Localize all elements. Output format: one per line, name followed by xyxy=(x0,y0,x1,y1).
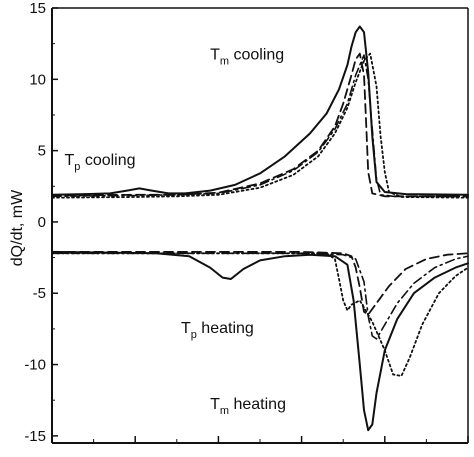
series-line-2-dashed xyxy=(51,52,469,198)
y-axis-title: dQ/dt, mW xyxy=(9,189,26,266)
series-line-5-solid xyxy=(51,250,469,432)
y-tick-label: 10 xyxy=(29,71,46,88)
series-line-4-dotted xyxy=(51,52,469,199)
y-tick-label: 5 xyxy=(38,143,46,160)
annotations: Tm cooling Tp cooling Tp heating Tm heating xyxy=(64,46,285,416)
y-axis-ticks: 15 10 5 0 -5 -10 -15 xyxy=(24,0,58,445)
y-tick-label: -5 xyxy=(33,285,46,302)
annotation-tm-cooling: Tm cooling xyxy=(210,46,284,67)
annotation-tp-cooling: Tp cooling xyxy=(64,152,135,173)
series-line-6-dashed xyxy=(51,251,469,316)
series-line-7-dashdot xyxy=(51,252,469,340)
series-line-8-dotted xyxy=(51,252,469,377)
y-tick-label: 0 xyxy=(38,214,46,231)
annotation-tm-heating: Tm heating xyxy=(210,396,286,417)
series-line-3-dashdot xyxy=(51,54,469,198)
annotation-tp-heating: Tp heating xyxy=(181,320,254,341)
y-tick-label: -15 xyxy=(24,428,46,445)
y-tick-label: 15 xyxy=(29,0,46,17)
series-lines xyxy=(51,25,469,432)
plot-frame xyxy=(51,7,469,444)
x-axis-ticks xyxy=(51,436,469,443)
y-tick-label: -10 xyxy=(24,357,46,374)
